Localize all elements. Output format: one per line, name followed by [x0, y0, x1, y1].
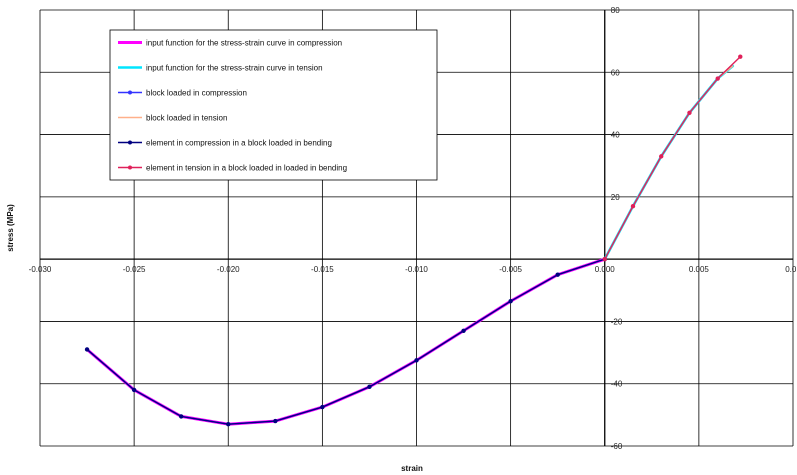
series-point	[659, 154, 664, 159]
x-tick-label: -0.005	[499, 265, 522, 274]
legend-label: input function for the stress-strain cur…	[146, 64, 323, 73]
y-tick-label: -60	[611, 442, 623, 451]
y-tick-label: -20	[611, 317, 623, 326]
legend: input function for the stress-strain cur…	[109, 29, 438, 181]
legend-label: block loaded in compression	[146, 89, 247, 98]
series-line	[604, 56, 741, 260]
series-point	[273, 418, 278, 424]
legend-marker	[128, 165, 132, 170]
y-tick-label: 80	[611, 6, 620, 15]
series-point	[715, 76, 720, 81]
x-axis-title: strain	[401, 464, 423, 473]
series-group	[84, 54, 743, 427]
series-point	[367, 384, 372, 390]
series-point	[602, 256, 607, 262]
series-line	[85, 257, 607, 426]
series-line	[86, 258, 606, 425]
series-point	[226, 422, 231, 427]
series-point	[630, 204, 636, 209]
series-point	[84, 347, 90, 352]
legend-marker	[128, 90, 132, 95]
legend-marker	[128, 140, 132, 145]
legend-label: element in tension in a block loaded in …	[146, 164, 347, 173]
x-tick-label: -0.030	[29, 265, 52, 274]
series-point	[414, 358, 419, 363]
series-point	[131, 387, 137, 393]
x-tick-label: -0.025	[123, 265, 146, 274]
y-axis-title: stress (MPa)	[6, 204, 15, 252]
legend-label: element in compression in a block loaded…	[146, 139, 332, 148]
series-line	[86, 258, 606, 425]
series-line	[603, 64, 735, 261]
x-tick-label: -0.010	[405, 265, 428, 274]
y-tick-label: 40	[611, 131, 620, 140]
series-point	[178, 414, 184, 419]
series-point	[320, 404, 325, 410]
y-tick-label: -40	[611, 380, 623, 389]
legend-label: input function for the stress-strain cur…	[146, 39, 342, 48]
axes: -0.030 -0.025 -0.020 -0.015 -0.010 -0.005 0.00…	[29, 6, 797, 451]
series-point	[555, 272, 560, 277]
x-tick-label: -0.020	[217, 265, 240, 274]
series-line	[604, 65, 734, 260]
x-tick-label: 0.005	[689, 265, 710, 274]
series-point	[461, 328, 466, 333]
series-point	[687, 110, 692, 115]
x-tick-label: 0.01	[785, 265, 797, 274]
legend-box	[109, 29, 438, 181]
series-point	[508, 298, 513, 304]
x-tick-label: 0.000	[595, 265, 616, 274]
y-tick-label: 20	[611, 193, 620, 202]
y-tick-label: 60	[611, 68, 620, 77]
x-tick-label: -0.015	[311, 265, 334, 274]
series-point	[738, 54, 743, 59]
legend-label: block loaded in tension	[146, 114, 227, 123]
